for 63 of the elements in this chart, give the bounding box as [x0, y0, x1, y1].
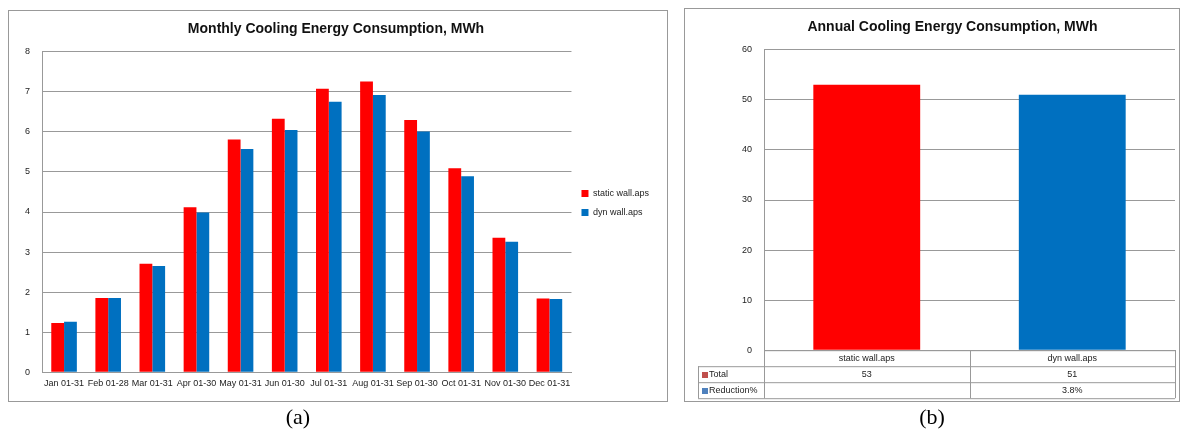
y-tick-label: 10 — [742, 294, 753, 305]
bar — [64, 321, 77, 372]
x-tick-label: Mar 01-31 — [131, 378, 173, 389]
x-tick-label: Aug 01-31 — [352, 378, 394, 389]
chart-title: Monthly Cooling Energy Consumption, MWh — [187, 20, 485, 37]
bar — [461, 176, 474, 372]
bar — [227, 139, 241, 372]
bar — [152, 266, 166, 372]
y-tick-label: 3 — [24, 246, 31, 257]
text: Total — [709, 368, 729, 379]
bar — [536, 298, 550, 372]
bar — [360, 81, 373, 372]
x-tick-label: Apr 01-30 — [176, 378, 217, 389]
y-tick-label: 0 — [747, 344, 753, 355]
bar — [492, 237, 506, 372]
y-tick-label: 1 — [24, 326, 31, 337]
x-tick-label: Sep 01-30 — [396, 378, 438, 389]
y-tick-label: 4 — [24, 206, 31, 217]
text: (b) — [918, 404, 946, 430]
y-tick-label: 40 — [742, 144, 753, 155]
bar — [284, 129, 298, 372]
bar — [404, 119, 418, 372]
y-tick-label: 7 — [24, 86, 31, 97]
bar — [316, 88, 329, 372]
data-label: 51 — [1067, 368, 1078, 379]
text: (a) — [284, 404, 312, 430]
text: 3.8% — [1061, 384, 1083, 395]
data-label: 53 — [861, 368, 872, 379]
text: Reduction% — [709, 384, 758, 395]
legend-label: dyn wall.aps — [592, 206, 643, 217]
y-tick-label: 8 — [24, 46, 31, 57]
bar — [505, 241, 519, 372]
y-tick-label: 2 — [24, 286, 31, 297]
bar — [108, 298, 121, 372]
y-tick-label: 20 — [742, 244, 753, 255]
bar — [372, 95, 386, 372]
y-tick-label: 0 — [24, 366, 31, 377]
bar — [183, 207, 197, 372]
bar — [51, 322, 65, 372]
bar — [196, 212, 210, 372]
x-tick-label: Jan 01-31 — [44, 378, 85, 389]
x-tick-label: Nov 01-30 — [484, 378, 527, 389]
bar — [240, 149, 254, 372]
bar — [328, 101, 342, 372]
bar — [417, 131, 430, 372]
x-tick-label: Jun 01-30 — [264, 378, 305, 389]
bar — [95, 298, 109, 372]
bar — [549, 298, 563, 372]
y-tick-label: 6 — [24, 126, 31, 137]
bar — [448, 168, 462, 372]
y-tick-label: 60 — [742, 44, 753, 55]
x-tick-label: Feb 01-28 — [87, 378, 129, 389]
y-tick-label: 5 — [24, 166, 31, 177]
x-tick-label: Jul 01-31 — [310, 378, 348, 389]
legend-label: static wall.aps — [592, 187, 650, 198]
x-tick-label: May 01-31 — [219, 378, 262, 389]
chart-title: Annual Cooling Energy Consumption, MWh — [807, 18, 1098, 35]
x-tick-label: Dec 01-31 — [528, 378, 571, 389]
y-tick-label: 50 — [742, 94, 753, 105]
x-tick-label: Oct 01-31 — [441, 378, 481, 389]
y-tick-label: 30 — [742, 194, 753, 205]
bar — [271, 118, 285, 372]
bar — [139, 263, 153, 372]
